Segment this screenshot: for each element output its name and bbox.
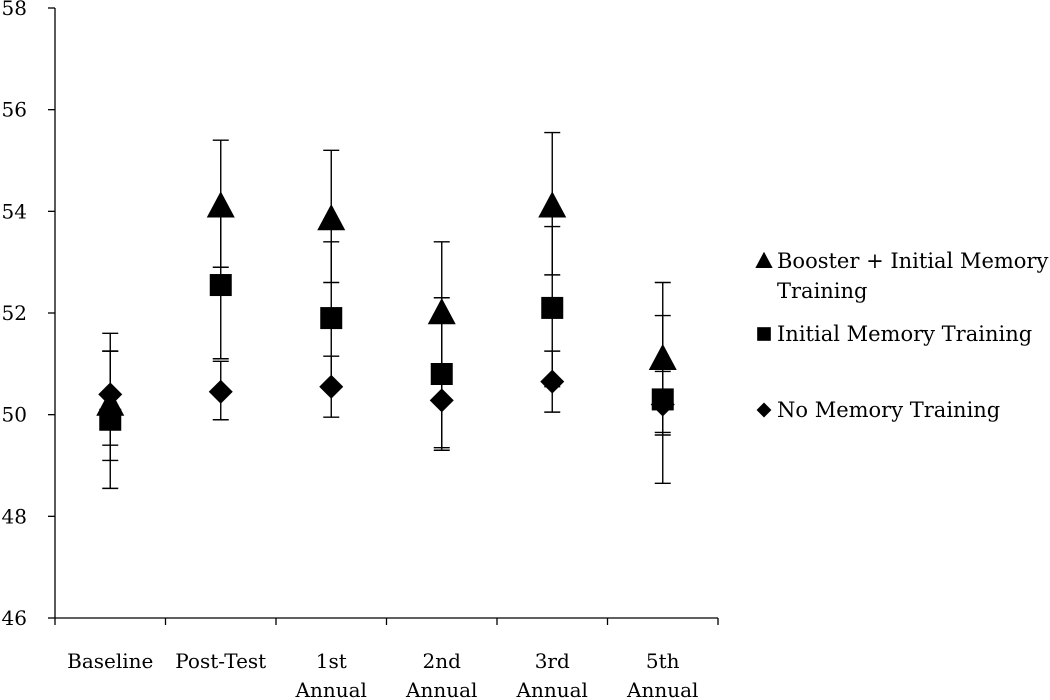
- data-point-square: [541, 296, 564, 319]
- legend-label: Training: [777, 279, 868, 303]
- x-tick-label: Annual: [405, 678, 477, 700]
- legend-label: Initial Memory Training: [777, 322, 1032, 346]
- data-point-square: [99, 408, 122, 431]
- x-tick-label: 1st: [316, 649, 347, 673]
- y-tick-label: 52: [2, 301, 27, 325]
- legend: Booster + Initial Memory Training Initial …: [755, 249, 1048, 422]
- legend-marker-square: [757, 327, 771, 341]
- x-tick-label: 5th: [646, 649, 680, 673]
- x-tick-label: 2nd: [423, 649, 462, 673]
- data-point-triangle: [538, 191, 567, 218]
- legend-marker-diamond: [756, 402, 772, 418]
- y-tick-label: 56: [2, 98, 27, 122]
- data-point-diamond: [208, 379, 233, 404]
- data-point-triangle: [427, 298, 456, 325]
- x-tick-label: Annual: [295, 678, 367, 700]
- data-point-square: [320, 307, 343, 330]
- data-point-diamond: [429, 388, 454, 413]
- x-tick-label: Baseline: [67, 649, 153, 673]
- legend-marker-triangle: [755, 251, 773, 268]
- y-tick-label: 50: [2, 403, 27, 427]
- data-point-triangle: [206, 191, 235, 218]
- data-point-triangle: [648, 343, 677, 370]
- data-point-diamond: [540, 369, 565, 394]
- x-tick-label: Post-Test: [175, 649, 266, 673]
- y-tick-label: 58: [2, 0, 27, 20]
- data-point-diamond: [319, 374, 344, 399]
- data-point-diamond: [650, 392, 675, 417]
- x-tick-label: 3rd: [535, 649, 570, 673]
- data-point-square: [430, 363, 453, 385]
- data-point-diamond: [98, 382, 123, 407]
- series-layer: [96, 131, 677, 490]
- axes: 46 48 50 52 54 56 58 Baseline Post-Test 1st Annual…: [2, 0, 719, 700]
- x-tick-label: Annual: [516, 678, 588, 700]
- y-tick-label: 46: [2, 606, 27, 630]
- y-tick-label: 54: [2, 199, 27, 223]
- x-tick-label: Annual: [626, 678, 698, 700]
- legend-label: No Memory Training: [777, 398, 1000, 422]
- data-point-triangle: [317, 203, 346, 231]
- data-point-square: [209, 274, 232, 297]
- legend-label: Booster + Initial Memory: [777, 249, 1048, 273]
- y-tick-label: 48: [2, 504, 27, 528]
